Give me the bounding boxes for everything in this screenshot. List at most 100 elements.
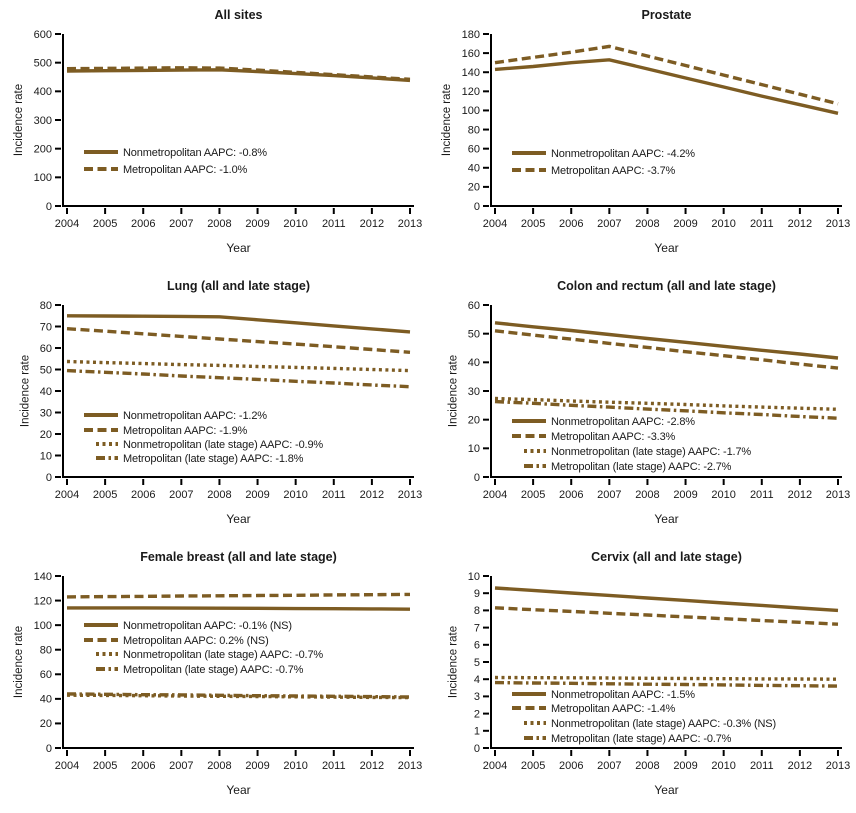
x-tick-label: 2012	[788, 489, 812, 501]
x-tick-label: 2005	[521, 760, 545, 772]
chart-svg: Cervix (all and late stage) 0 1 2 3 4 5 6 7 8 9 10 2…	[447, 550, 850, 797]
y-tick-label: 0	[474, 201, 480, 213]
x-tick-label: 2009	[673, 218, 697, 230]
legend: Nonmetropolitan AAPC: -4.2% Metropolitan …	[512, 148, 695, 177]
x-tick-label: 2005	[93, 218, 117, 230]
x-tick-label: 2005	[93, 489, 117, 501]
legend-item: Nonmetropolitan AAPC: -1.5%	[512, 689, 695, 701]
y-tick-label: 140	[462, 67, 480, 79]
legend-item: Metropolitan AAPC: 0.2% (NS)	[84, 635, 269, 647]
legend: Nonmetropolitan AAPC: -0.1% (NS) Metropol…	[84, 620, 324, 676]
y-tick-label: 60	[40, 669, 52, 681]
y-tick-label: 100	[462, 105, 480, 117]
x-tick-label: 2009	[245, 489, 269, 501]
chart-title: Female breast (all and late stage)	[140, 550, 337, 564]
chart-panel-cervix: Cervix (all and late stage) 0 1 2 3 4 5 6 7 8 9 10 2…	[428, 542, 856, 813]
legend-item: Metropolitan AAPC: -3.7%	[512, 165, 676, 177]
legend: Nonmetropolitan AAPC: -2.8% Metropolitan …	[512, 416, 752, 473]
x-tick-label: 2008	[207, 218, 231, 230]
y-tick-label: 80	[40, 300, 52, 312]
x-tick-label: 2013	[826, 760, 850, 772]
y-tick-label: 80	[40, 645, 52, 657]
series-line	[67, 606, 411, 611]
x-tick-label: 2008	[635, 218, 659, 230]
legend-label: Metropolitan AAPC: -1.0%	[123, 164, 248, 176]
x-tick-label: 2009	[673, 489, 697, 501]
chart-title: Prostate	[641, 8, 691, 22]
x-tick-label: 2010	[283, 489, 307, 501]
x-tick-label: 2007	[169, 218, 193, 230]
series-line	[66, 66, 411, 81]
chart-svg: All sites 0 100 200 300 400 500 600 2004 2005 2006…	[13, 8, 422, 255]
y-tick-label: 160	[462, 48, 480, 60]
legend-item: Nonmetropolitan AAPC: -2.8%	[512, 416, 695, 428]
y-tick-label: 120	[34, 595, 52, 607]
legend-item: Metropolitan (late stage) AAPC: -2.7%	[524, 461, 732, 473]
x-tick-label: 2007	[169, 489, 193, 501]
x-axis-title: Year	[226, 241, 250, 255]
series-line	[494, 396, 839, 411]
y-tick-label: 50	[40, 364, 52, 376]
x-tick-label: 2008	[635, 760, 659, 772]
legend-item: Nonmetropolitan AAPC: -0.8%	[84, 147, 267, 159]
series-line	[494, 399, 839, 420]
y-axis-title: Incidence rate	[13, 626, 25, 698]
y-tick-label: 10	[468, 571, 480, 583]
series-line	[494, 680, 839, 688]
x-tick-label: 2011	[322, 489, 346, 501]
y-tick-label: 300	[34, 115, 52, 127]
y-tick-label: 4	[474, 674, 480, 686]
series-line	[494, 606, 839, 626]
chart-panel-prostate: Prostate 0 20 40 60 80 100 120 140 160 180 2004 2005…	[428, 0, 856, 271]
legend-label: Metropolitan AAPC: -3.3%	[551, 431, 676, 443]
series-line	[494, 321, 839, 360]
series-line	[494, 44, 839, 106]
legend-label: Metropolitan (late stage) AAPC: -0.7%	[123, 664, 304, 676]
y-tick-label: 60	[468, 143, 480, 155]
x-tick-label: 2011	[322, 760, 346, 772]
x-tick-label: 2010	[711, 218, 735, 230]
x-tick-label: 2006	[131, 218, 155, 230]
x-tick-label: 2007	[597, 760, 621, 772]
legend-label: Metropolitan (late stage) AAPC: -0.7%	[551, 733, 732, 745]
y-tick-label: 20	[468, 182, 480, 194]
x-tick-label: 2012	[788, 760, 812, 772]
legend-item: Metropolitan AAPC: -1.9%	[84, 425, 248, 437]
x-axis-title: Year	[226, 512, 250, 526]
x-tick-label: 2008	[635, 489, 659, 501]
x-tick-label: 2006	[559, 218, 583, 230]
legend-label: Nonmetropolitan AAPC: -1.2%	[123, 410, 267, 422]
series-line	[494, 586, 839, 613]
chart-svg: Prostate 0 20 40 60 80 100 120 140 160 180 2004 2005…	[441, 8, 850, 255]
x-tick-label: 2007	[169, 760, 193, 772]
y-tick-label: 120	[462, 86, 480, 98]
y-tick-label: 40	[468, 357, 480, 369]
legend-label: Nonmetropolitan (late stage) AAPC: -0.7%	[123, 649, 323, 661]
x-tick-label: 2011	[750, 218, 774, 230]
y-tick-label: 2	[474, 708, 480, 720]
x-tick-label: 2010	[283, 760, 307, 772]
y-tick-label: 20	[40, 429, 52, 441]
x-tick-label: 2008	[207, 760, 231, 772]
chart-panel-lung: Lung (all and late stage) 0 10 20 30 40 50 60 70…	[0, 271, 428, 542]
x-tick-label: 2004	[55, 760, 79, 772]
legend-item: Metropolitan (late stage) AAPC: -0.7%	[96, 664, 304, 676]
y-tick-label: 20	[468, 414, 480, 426]
x-tick-label: 2010	[283, 218, 307, 230]
series-line	[66, 314, 411, 334]
x-tick-label: 2010	[711, 489, 735, 501]
legend-label: Nonmetropolitan (late stage) AAPC: -1.7%	[551, 446, 751, 458]
legend-label: Nonmetropolitan AAPC: -4.2%	[551, 148, 695, 160]
chart-title: Colon and rectum (all and late stage)	[557, 279, 776, 293]
y-tick-label: 40	[40, 386, 52, 398]
legend-label: Metropolitan AAPC: 0.2% (NS)	[123, 635, 269, 647]
axes	[62, 576, 414, 749]
y-tick-label: 10	[468, 443, 480, 455]
legend: Nonmetropolitan AAPC: -1.5% Metropolitan …	[512, 689, 776, 745]
x-tick-label: 2005	[93, 760, 117, 772]
series-line	[494, 58, 839, 115]
x-tick-label: 2007	[597, 218, 621, 230]
legend-label: Metropolitan AAPC: -1.4%	[551, 703, 676, 715]
y-tick-label: 10	[40, 450, 52, 462]
chart-svg: Lung (all and late stage) 0 10 20 30 40 50 60 70…	[19, 279, 422, 526]
